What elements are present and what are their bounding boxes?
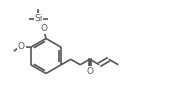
Text: Si: Si	[34, 14, 43, 23]
Text: O: O	[40, 24, 48, 33]
Text: O: O	[18, 42, 25, 51]
Text: O: O	[86, 67, 93, 76]
